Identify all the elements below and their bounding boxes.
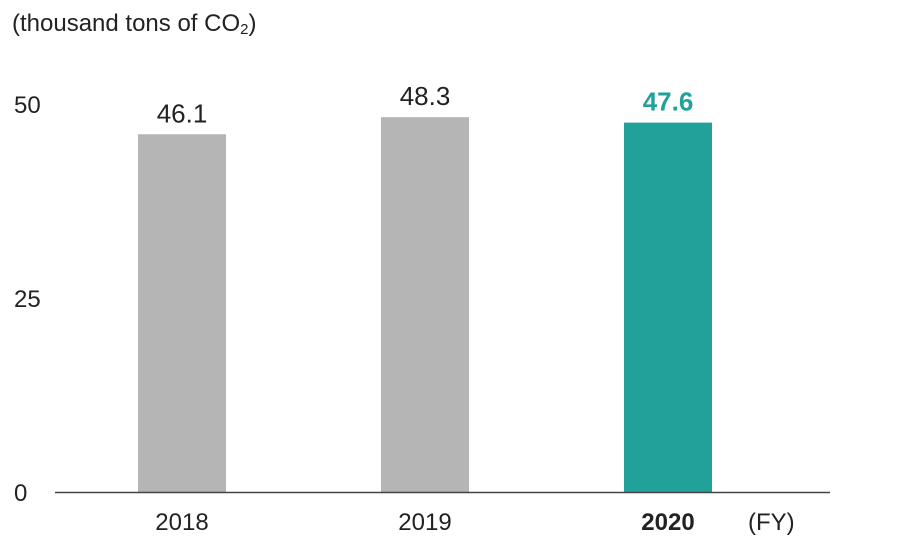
data-label-2020: 47.6 (643, 87, 694, 117)
data-labels: 46.1 48.3 47.6 (157, 81, 694, 128)
bar-2019 (381, 117, 469, 492)
bars (138, 117, 712, 493)
y-tick-label: 0 (14, 480, 27, 507)
x-tick-label-2020: 2020 (641, 509, 694, 536)
data-label-2019: 48.3 (400, 81, 451, 111)
bar-2018 (138, 134, 226, 492)
y-tick-label: 25 (14, 286, 41, 313)
x-tick-label-2018: 2018 (155, 509, 208, 536)
y-tick-label: 50 (14, 92, 41, 119)
data-label-2018: 46.1 (157, 98, 208, 128)
y-axis-unit-label: (thousand tons of CO2) (12, 10, 257, 38)
x-axis: 2018 2019 2020 (155, 509, 694, 536)
y-axis: 0 25 50 (14, 92, 41, 507)
bar-2020 (624, 122, 712, 493)
x-axis-unit-label: (FY) (748, 509, 795, 536)
x-tick-label-2019: 2019 (398, 509, 451, 536)
